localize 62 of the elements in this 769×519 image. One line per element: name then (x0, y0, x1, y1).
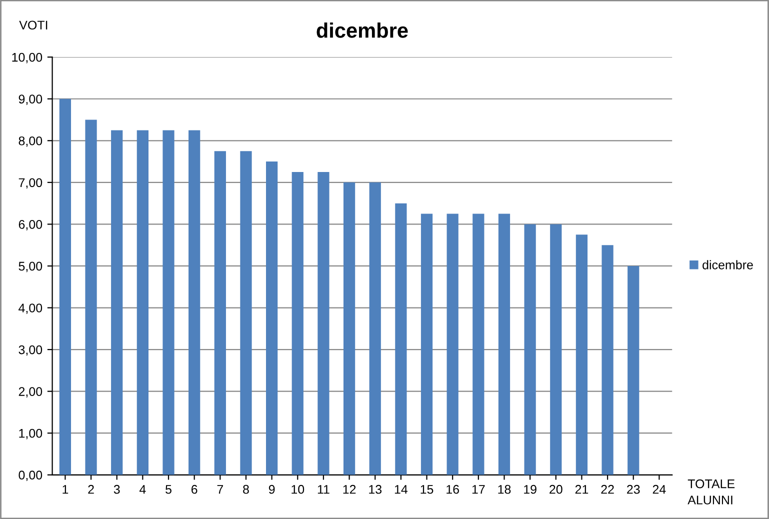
bar (524, 224, 536, 475)
bar (576, 234, 588, 475)
x-tick-label: 1 (62, 485, 68, 494)
y-tick-label: 5,00 (18, 262, 42, 272)
y-axis-title: VOTI (19, 20, 48, 30)
bar (498, 214, 510, 475)
x-tick-label: 12 (343, 484, 356, 494)
x-tick-label: 20 (550, 484, 562, 494)
x-tick-label: 17 (472, 485, 485, 494)
x-tick-label: 13 (369, 484, 382, 494)
x-tick-label: 14 (394, 485, 408, 494)
y-tick-label: 2,00 (18, 387, 42, 398)
bar (85, 120, 97, 475)
y-tick-label: 1,00 (19, 428, 42, 440)
bar (395, 203, 407, 475)
x-tick-label: 15 (420, 485, 434, 494)
x-tick-label: 24 (652, 484, 666, 494)
x-tick-label: 4 (139, 485, 146, 494)
bar (136, 130, 148, 475)
bar (369, 182, 381, 475)
x-tick-label: 10 (292, 484, 304, 494)
bar (472, 214, 484, 475)
bar (162, 130, 174, 475)
bar (240, 151, 252, 475)
x-tick-label: 8 (243, 484, 249, 494)
bar (111, 130, 123, 475)
x-tick-label: 6 (191, 484, 198, 494)
x-tick-label: 21 (575, 484, 588, 494)
y-tick-label: 0,00 (18, 470, 42, 482)
bar (214, 151, 226, 475)
x-tick-label: 2 (88, 484, 94, 494)
x-tick-label: 9 (268, 484, 275, 494)
bar (628, 266, 640, 475)
x-tick-label: 7 (217, 485, 224, 494)
bar (318, 172, 330, 475)
x-axis-title: TOTALE ALUNNI (688, 479, 735, 504)
bar (292, 172, 304, 475)
chart-title: dicembre (316, 22, 408, 38)
bar (446, 214, 458, 475)
bar (188, 130, 200, 475)
bar (343, 182, 356, 475)
x-tick-label: 23 (627, 484, 640, 494)
y-tick-label: 10,00 (12, 52, 42, 64)
x-tick-label: 19 (524, 484, 536, 494)
x-tick-label: 22 (601, 484, 614, 494)
bar (59, 98, 72, 475)
y-tick-label: 9,00 (18, 94, 42, 105)
y-tick-label: 8,00 (18, 136, 42, 147)
bar (266, 162, 278, 475)
x-tick-label: 3 (114, 484, 120, 494)
bar (420, 214, 433, 475)
x-tick-label: 16 (446, 484, 459, 494)
y-tick-label: 7,00 (18, 178, 42, 189)
legend-label: dicembre (702, 260, 753, 270)
x-tick-label: 5 (166, 485, 172, 494)
bar (602, 245, 614, 475)
x-tick-label: 18 (498, 484, 511, 494)
y-tick-label: 4,00 (18, 304, 42, 314)
bar (550, 224, 562, 475)
y-tick-label: 6,00 (18, 220, 42, 230)
y-tick-label: 3,00 (18, 345, 42, 356)
x-tick-label: 11 (318, 485, 330, 494)
